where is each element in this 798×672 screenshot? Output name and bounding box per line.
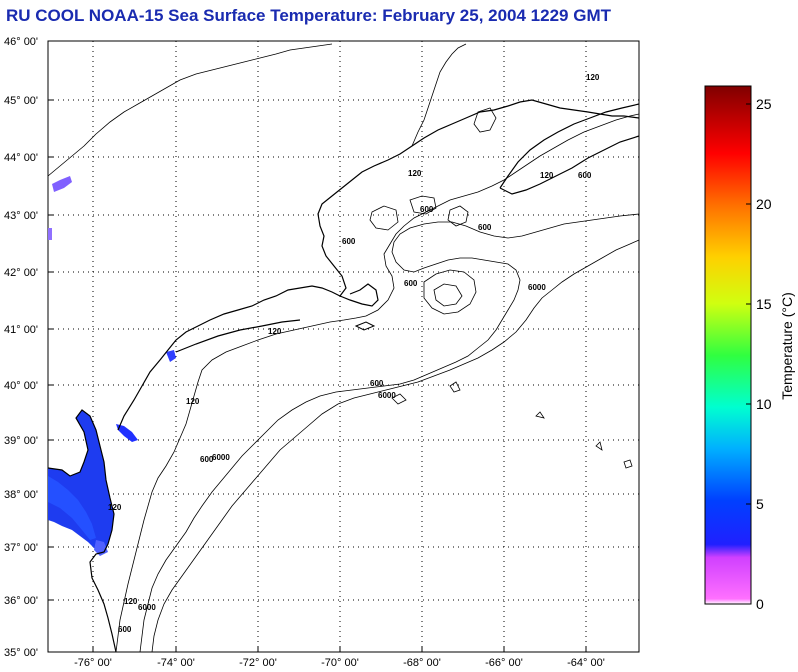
contour-label: 600	[370, 379, 384, 388]
lat-label: 43° 00'	[4, 210, 38, 222]
colorbar-title: Temperature (°C)	[779, 292, 795, 400]
lat-label: 45° 00'	[4, 95, 38, 107]
colorbar-tick-label: 25	[756, 96, 772, 112]
latitude-labels: 46° 00' 45° 00' 44° 00' 43° 00' 42° 00' …	[4, 36, 38, 659]
coastline-nova-scotia	[499, 103, 640, 195]
page-title: RU COOL NOAA-15 Sea Surface Temperature:…	[6, 6, 611, 25]
colorbar-ticks	[746, 103, 751, 605]
lat-label: 41° 00'	[4, 324, 38, 336]
lat-label: 39° 00'	[4, 435, 38, 447]
contour-label: 120	[108, 503, 122, 512]
contour-labels: 120 120 120 120 120 120 120 600 600 600 …	[108, 73, 600, 634]
coastline	[47, 99, 640, 653]
contour-label: 120	[586, 73, 600, 82]
lat-label: 36° 00'	[4, 595, 38, 607]
colorbar-tick-label: 15	[756, 296, 772, 312]
lat-label: 46° 00'	[4, 36, 38, 48]
state-border	[47, 43, 333, 177]
contour-label: 6000	[378, 391, 396, 400]
contour-label: 600	[420, 205, 434, 214]
bank-contours	[369, 107, 633, 469]
contour-label: 600	[478, 223, 492, 232]
contour-label: 600	[342, 237, 356, 246]
lat-label: 40° 00'	[4, 380, 38, 392]
lon-label: -68° 00'	[403, 657, 441, 669]
contour-label: 600	[200, 455, 214, 464]
colorbar	[704, 85, 752, 605]
contour-label: 600	[118, 625, 132, 634]
lon-label: -76° 00'	[74, 657, 112, 669]
contour-label: 6000	[528, 283, 546, 292]
contour-label: 120	[186, 397, 200, 406]
lat-label: 37° 00'	[4, 542, 38, 554]
lon-label: -70° 00'	[321, 657, 359, 669]
cape-cod-coast	[339, 283, 379, 307]
colorbar-tick-label: 20	[756, 196, 772, 212]
lon-label: -74° 00'	[157, 657, 195, 669]
isobath-6000	[151, 239, 640, 653]
contour-label: 600	[404, 279, 418, 288]
contour-label: 6000	[212, 453, 230, 462]
lat-label: 35° 00'	[4, 647, 38, 659]
contour-label: 120	[268, 327, 282, 336]
isobath-120	[115, 113, 640, 653]
map-frame	[47, 40, 640, 653]
colorbar-tick-label: 0	[756, 596, 764, 612]
isobath-600	[139, 213, 640, 653]
contour-label: 600	[578, 171, 592, 180]
island-nantucket	[354, 321, 376, 331]
lon-label: -66° 00'	[485, 657, 523, 669]
border-maine	[411, 43, 467, 147]
lon-label: -72° 00'	[239, 657, 277, 669]
colorbar-tick-label: 5	[756, 496, 764, 512]
contour-label: 120	[408, 169, 422, 178]
lat-label: 44° 00'	[4, 152, 38, 164]
long-island-coast	[175, 319, 301, 353]
axis-ticks	[48, 40, 587, 653]
lat-label: 42° 00'	[4, 267, 38, 279]
contour-label: 120	[124, 597, 138, 606]
colorbar-tick-label: 10	[756, 396, 772, 412]
graticule	[48, 41, 639, 652]
lon-label: -64° 00'	[567, 657, 605, 669]
sst-water-pixels	[48, 176, 176, 556]
colorbar-tick-labels: 25 20 15 10 5 0	[756, 96, 772, 612]
longitude-labels: -76° 00' -74° 00' -72° 00' -70° 00' -68°…	[74, 657, 605, 669]
contour-label: 6000	[138, 603, 156, 612]
lat-label: 38° 00'	[4, 489, 38, 501]
contour-label: 120	[540, 171, 554, 180]
